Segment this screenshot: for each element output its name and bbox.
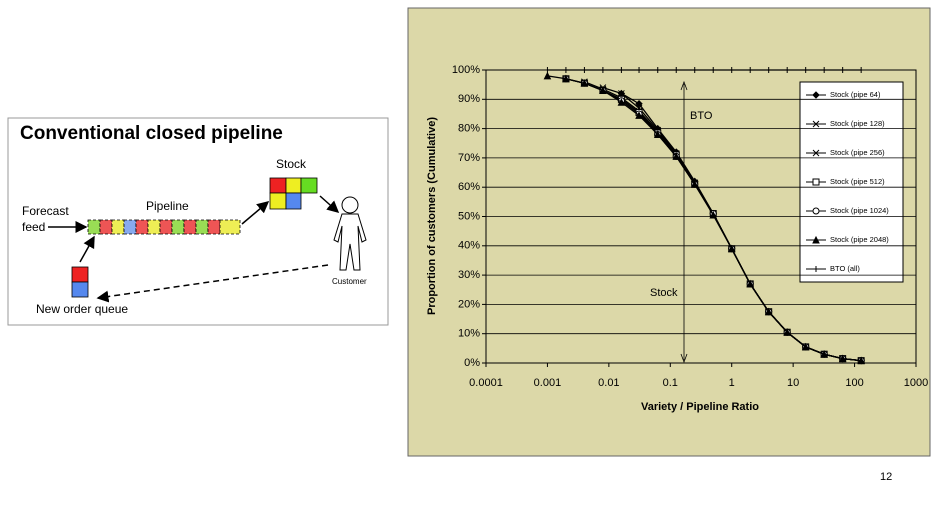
queue	[72, 267, 88, 297]
diagram-title: Conventional closed pipeline	[20, 123, 283, 144]
x-tick-label: 10	[787, 377, 799, 389]
queue-label: New order queue	[36, 302, 128, 316]
y-tick-label: 30%	[458, 269, 480, 281]
feed-label: feed	[22, 220, 45, 234]
y-axis-title: Proportion of customers (Cumulative)	[426, 117, 438, 315]
annotation: Stock	[650, 287, 678, 299]
y-tick-label: 10%	[458, 328, 480, 340]
pipeline-strip	[88, 220, 240, 234]
legend-label: Stock (pipe 1024)	[830, 206, 889, 215]
y-tick-label: 40%	[458, 240, 480, 252]
x-tick-label: 1000	[904, 377, 928, 389]
legend-label: Stock (pipe 64)	[830, 90, 881, 99]
x-tick-label: 0.001	[534, 377, 562, 389]
legend-label: Stock (pipe 256)	[830, 148, 885, 157]
x-axis-title: Variety / Pipeline Ratio	[641, 401, 759, 413]
y-tick-label: 70%	[458, 152, 480, 164]
y-tick-label: 20%	[458, 298, 480, 310]
annotation: BTO	[690, 110, 713, 122]
legend-label: Stock (pipe 128)	[830, 119, 885, 128]
x-tick-label: 0.01	[598, 377, 619, 389]
legend-label: Stock (pipe 2048)	[830, 235, 889, 244]
forecast-label: Forecast	[22, 204, 69, 218]
slide: Conventional closed pipeline Stock Pipel…	[0, 0, 944, 516]
customer-label: Customer	[332, 277, 367, 286]
legend-marker	[813, 179, 819, 185]
x-tick-label: 100	[845, 377, 863, 389]
y-tick-label: 50%	[458, 210, 480, 222]
x-tick-label: 1	[729, 377, 735, 389]
legend-label: BTO (all)	[830, 264, 860, 273]
stock-label: Stock	[276, 157, 307, 171]
pipeline-label: Pipeline	[146, 199, 189, 213]
page: Conventional closed pipeline Stock Pipel…	[0, 0, 944, 516]
legend-label: Stock (pipe 512)	[830, 177, 885, 186]
page-number: 12	[880, 471, 892, 483]
x-tick-label: 0.0001	[469, 377, 503, 389]
y-tick-label: 80%	[458, 123, 480, 135]
y-tick-label: 0%	[464, 357, 480, 369]
legend-marker	[813, 208, 819, 214]
x-tick-label: 0.1	[663, 377, 678, 389]
y-tick-label: 60%	[458, 181, 480, 193]
y-tick-label: 100%	[452, 64, 480, 76]
y-tick-label: 90%	[458, 93, 480, 105]
